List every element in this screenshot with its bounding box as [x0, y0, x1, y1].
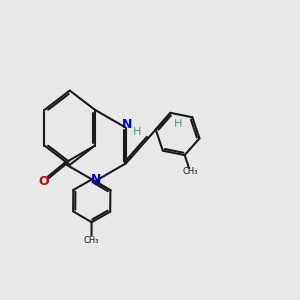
Text: H: H	[132, 127, 141, 136]
Text: CH₃: CH₃	[182, 167, 198, 176]
Text: CH₃: CH₃	[84, 236, 99, 244]
Text: N: N	[122, 118, 133, 131]
Text: N: N	[91, 173, 102, 186]
Text: O: O	[38, 175, 49, 188]
Text: H: H	[173, 119, 182, 129]
